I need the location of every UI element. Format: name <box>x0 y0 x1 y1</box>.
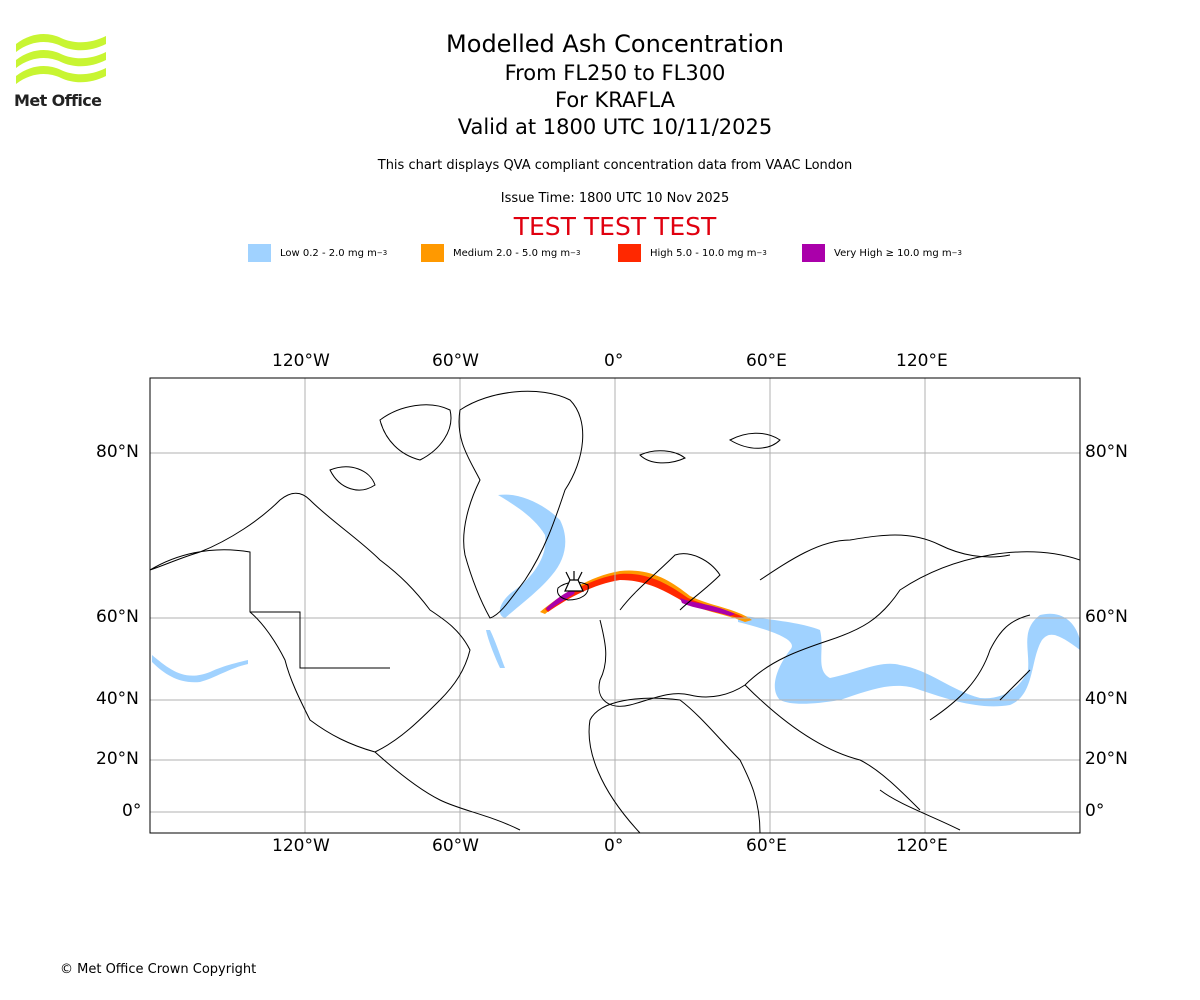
copyright-notice: © Met Office Crown Copyright <box>60 962 257 977</box>
lat-label-left: 40°N <box>96 689 139 709</box>
lon-label-bottom: 120°E <box>896 836 948 856</box>
lon-label-bottom: 60°E <box>746 836 787 856</box>
issue-time: Issue Time: 1800 UTC 10 Nov 2025 <box>500 191 730 206</box>
met-office-logo-text: Met Office <box>14 91 102 110</box>
lon-label-bottom: 120°W <box>272 836 330 856</box>
legend-unit-exponent: −3 <box>756 249 767 257</box>
valid-time: Valid at 1800 UTC 10/11/2025 <box>457 115 773 139</box>
lon-label-top: 120°W <box>272 351 330 371</box>
map-frame <box>149 377 1081 834</box>
lat-label-left: 60°N <box>96 607 139 627</box>
legend-label: Very High ≥ 10.0 mg m <box>834 247 952 259</box>
lat-label-left: 80°N <box>96 442 139 462</box>
legend-swatch-medium <box>421 244 444 262</box>
legend-swatch-low <box>248 244 271 262</box>
lat-label-left: 20°N <box>96 749 139 769</box>
legend-item-low: Low 0.2 - 2.0 mg m −3 <box>248 244 387 262</box>
legend-label: Low 0.2 - 2.0 mg m <box>280 247 377 259</box>
lat-label-right: 60°N <box>1085 607 1128 627</box>
legend-unit-exponent: −3 <box>951 249 962 257</box>
lat-label-right: 80°N <box>1085 442 1128 462</box>
lon-label-top: 60°E <box>746 351 787 371</box>
lat-label-left: 0° <box>122 801 142 821</box>
legend-swatch-high <box>618 244 641 262</box>
lat-label-right: 0° <box>1085 801 1105 821</box>
ash-high-concentration <box>545 573 745 618</box>
ash-very-high-concentration <box>546 588 735 616</box>
lon-label-top: 120°E <box>896 351 948 371</box>
lat-label-right: 20°N <box>1085 749 1128 769</box>
legend-item-very-high: Very High ≥ 10.0 mg m −3 <box>802 244 962 262</box>
lon-label-bottom: 0° <box>604 836 624 856</box>
lon-label-bottom: 60°W <box>432 836 479 856</box>
volcano-icon <box>564 571 584 592</box>
ash-low-concentration <box>152 494 1080 707</box>
lon-label-top: 60°W <box>432 351 479 371</box>
chart-title: Modelled Ash Concentration <box>446 30 784 58</box>
test-banner: TEST TEST TEST <box>513 212 717 241</box>
legend-unit-exponent: −3 <box>570 249 581 257</box>
flight-level-range: From FL250 to FL300 <box>504 61 726 85</box>
lat-label-right: 40°N <box>1085 689 1128 709</box>
lon-label-top: 0° <box>604 351 624 371</box>
legend-item-medium: Medium 2.0 - 5.0 mg m −3 <box>421 244 580 262</box>
chart-title-block: Modelled Ash Concentration From FL250 to… <box>0 28 1200 141</box>
map-gridlines <box>150 378 1080 833</box>
volcano-name: For KRAFLA <box>555 88 675 112</box>
legend-swatch-very-high <box>802 244 825 262</box>
legend-label: Medium 2.0 - 5.0 mg m <box>453 247 571 259</box>
coastlines <box>150 390 1080 833</box>
met-office-logo-icon <box>16 34 106 84</box>
legend-unit-exponent: −3 <box>376 249 388 257</box>
legend-label: High 5.0 - 10.0 mg m <box>650 247 757 259</box>
legend-item-high: High 5.0 - 10.0 mg m −3 <box>618 244 767 262</box>
chart-description: This chart displays QVA compliant concen… <box>377 158 853 173</box>
